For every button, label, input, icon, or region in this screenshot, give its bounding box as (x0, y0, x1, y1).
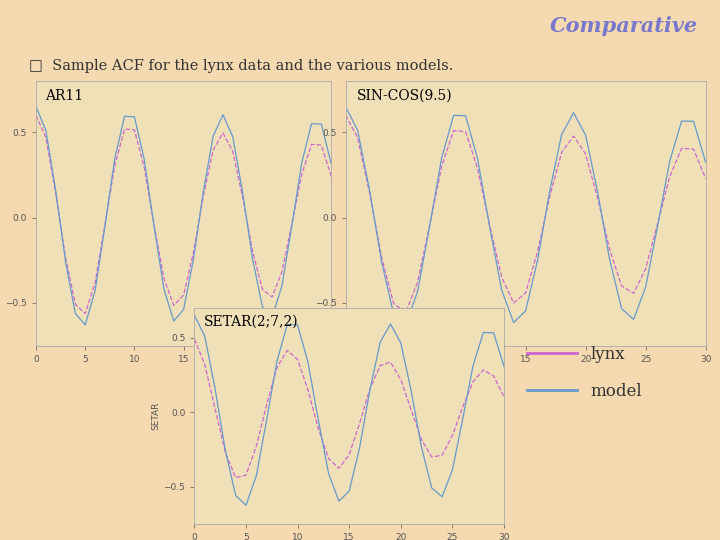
Text: SETAR(2;7,2): SETAR(2;7,2) (204, 314, 298, 328)
Text: Comparative: Comparative (550, 16, 698, 36)
Text: SIN-COS(9.5): SIN-COS(9.5) (356, 89, 452, 103)
Text: AR11: AR11 (45, 89, 83, 103)
Legend: lynx, model: lynx, model (527, 346, 642, 400)
Y-axis label: SETAR: SETAR (152, 402, 161, 430)
Text: □  Sample ACF for the lynx data and the various models.: □ Sample ACF for the lynx data and the v… (29, 59, 453, 73)
